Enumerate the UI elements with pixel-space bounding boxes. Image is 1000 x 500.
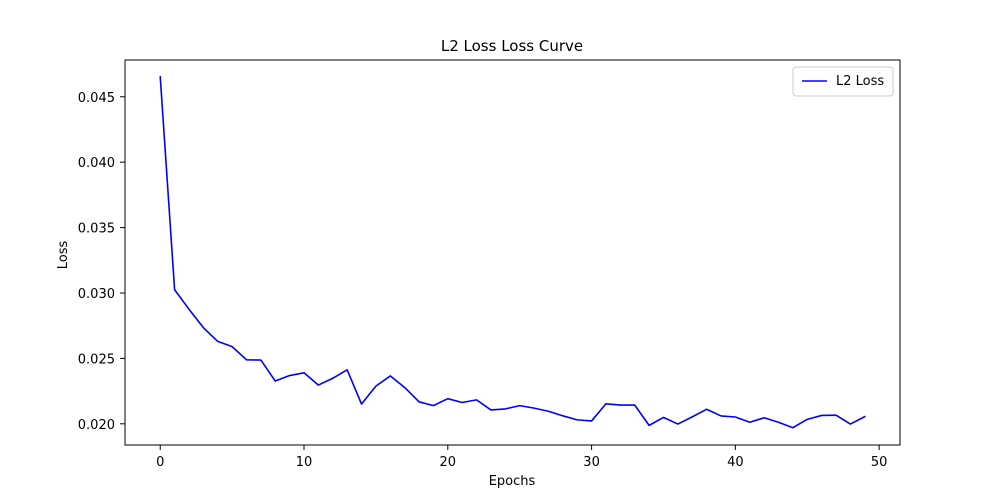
x-tick-label-5: 50: [871, 455, 888, 470]
chart-title: L2 Loss Loss Curve: [441, 37, 583, 55]
y-tick-label-1: 0.025: [78, 352, 115, 367]
x-tick-label-3: 30: [583, 455, 600, 470]
y-tick-label-0: 0.020: [78, 418, 115, 433]
plot-frame: [124, 59, 901, 446]
y-tick-label-2: 0.030: [78, 287, 115, 302]
y-axis-label: Loss: [56, 241, 71, 270]
legend-box: [792, 66, 894, 97]
y-tick-label-5: 0.045: [78, 91, 115, 106]
plot-area: 0 10 20 30 40 50 0.020 0.025 0.030 0.035 0.040 0.04…: [78, 59, 901, 470]
x-tick-label-1: 10: [296, 455, 313, 470]
x-tick-label-4: 40: [727, 455, 744, 470]
x-axis-label: Epochs: [489, 474, 536, 489]
series-line-0: [159, 75, 866, 429]
y-tick-label-3: 0.035: [78, 222, 115, 237]
x-tick-label-0: 0: [156, 455, 164, 470]
y-tick-label-4: 0.040: [78, 156, 115, 171]
legend-label-0: L2 Loss: [836, 74, 884, 89]
x-tick-label-2: 20: [440, 455, 457, 470]
